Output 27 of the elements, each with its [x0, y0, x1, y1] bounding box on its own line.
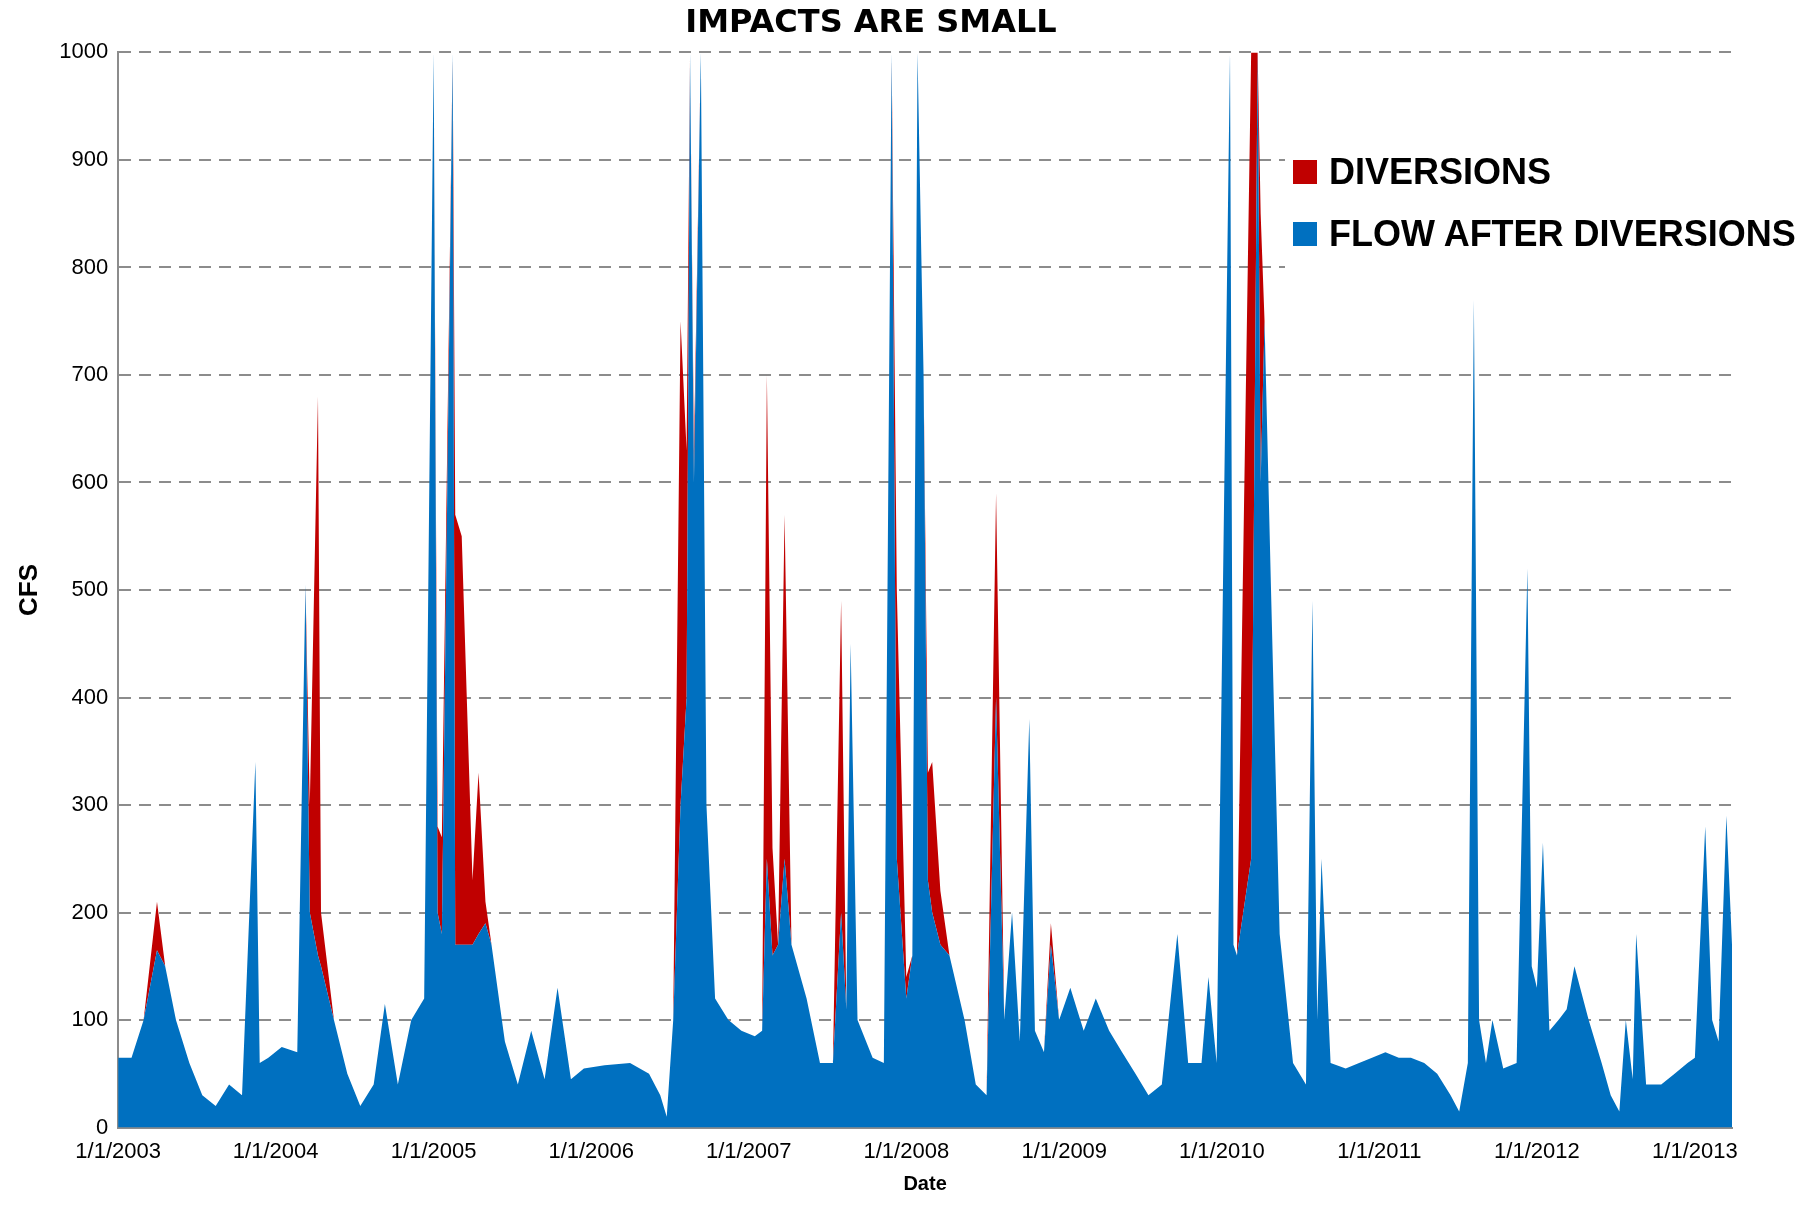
y-tick-label: 400	[71, 683, 109, 709]
x-axis-title: Date	[903, 1171, 947, 1194]
x-tick-label: 1/1/2006	[548, 1137, 635, 1163]
y-tick-label: 800	[71, 253, 109, 279]
y-tick-label: 300	[71, 791, 109, 817]
x-tick-label: 1/1/2013	[1652, 1137, 1738, 1163]
y-tick-label: 200	[71, 898, 109, 924]
x-tick-label: 1/1/2007	[705, 1137, 792, 1163]
legend-label: FLOW AFTER DIVERSIONS	[1329, 213, 1796, 255]
y-tick-label: 900	[71, 145, 109, 171]
chart-title: IMPACTS ARE SMALL	[685, 1, 1057, 40]
y-tick-label: 500	[71, 576, 109, 602]
y-tick-label: 600	[71, 468, 109, 494]
x-tick-label: 1/1/2005	[390, 1137, 477, 1163]
x-tick-label: 1/1/2008	[863, 1137, 950, 1163]
x-tick-label: 1/1/2012	[1494, 1137, 1580, 1163]
y-tick-label: 700	[71, 361, 109, 387]
x-tick-label: 1/1/2009	[1021, 1137, 1108, 1163]
y-tick-label: 0	[95, 1113, 109, 1139]
x-tick-label: 1/1/2003	[75, 1137, 161, 1163]
y-axis-title: CFS	[12, 564, 43, 616]
x-tick-label: 1/1/2011	[1337, 1137, 1422, 1163]
y-tick-label: 100	[71, 1006, 109, 1032]
x-tick-label: 1/1/2010	[1178, 1137, 1265, 1163]
y-tick-label: 1000	[59, 38, 109, 64]
x-tick-label: 1/1/2004	[232, 1137, 319, 1163]
legend-label: DIVERSIONS	[1329, 151, 1552, 193]
